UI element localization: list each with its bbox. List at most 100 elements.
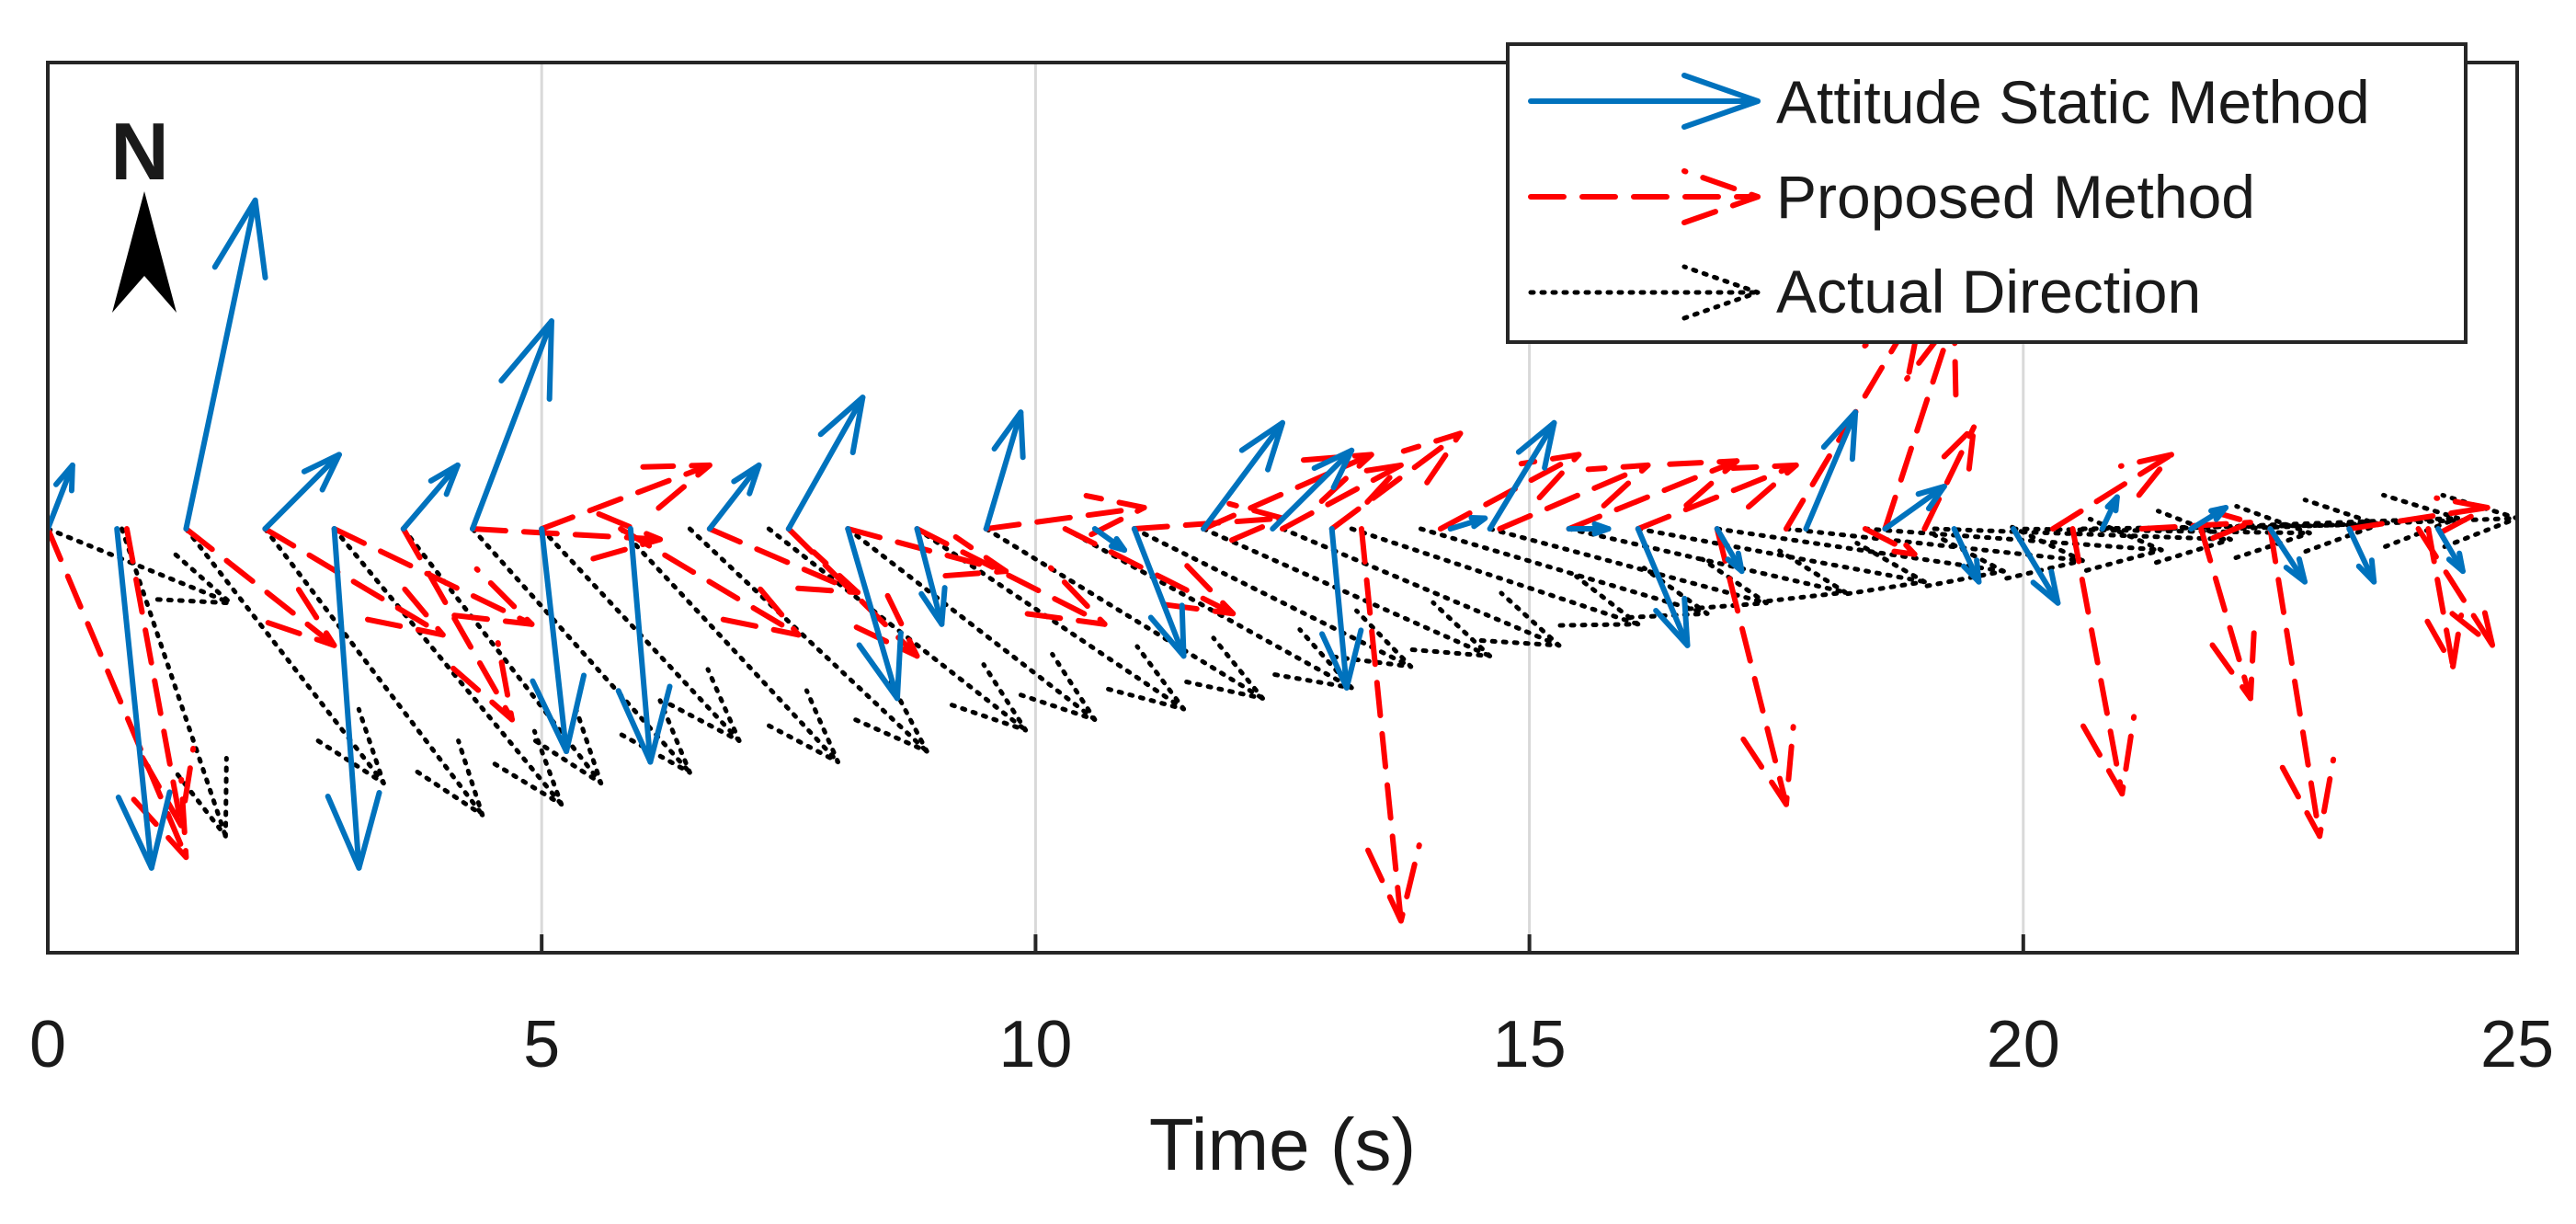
actual-direction-arrow-17: [1280, 526, 1562, 648]
actual-direction-arrow-15: [1132, 526, 1414, 669]
attitude-static-method-arrow-9: [706, 462, 762, 532]
proposed-method-arrow-24: [1714, 526, 1796, 807]
actual-direction-arrow-11: [845, 526, 1098, 722]
proposed-method-arrow-13: [983, 493, 1147, 538]
attitude-static-method-arrow-28: [2099, 494, 2120, 532]
north-compass: N: [110, 106, 177, 313]
proposed-method-arrow-1: [123, 526, 197, 829]
north-arrow-icon: [112, 191, 177, 313]
actual-direction-arrow-3: [262, 526, 485, 818]
legend-arrow-0: [1528, 73, 1761, 130]
actual-direction-arrow-23: [1715, 526, 2006, 589]
actual-direction-arrow-18: [1349, 526, 1641, 628]
actual-direction-arrow-24: [1784, 524, 2085, 581]
proposed-method-arrow-7: [539, 462, 712, 532]
proposed-method-arrow-12: [914, 526, 1108, 627]
proposed-method-arrow-3: [262, 526, 446, 638]
proposed-method-arrow-9: [706, 526, 861, 596]
x-tick-label-15: 15: [1493, 1008, 1567, 1081]
attitude-static-method-arrow-18: [1319, 526, 1364, 691]
attitude-static-method-arrow-10: [785, 395, 866, 532]
attitude-static-method-arrow-7: [530, 526, 587, 755]
proposed-method-arrow-2: [183, 526, 337, 648]
proposed-method-arrow-17: [1280, 462, 1404, 532]
proposed-method-arrow-28: [1921, 424, 1978, 532]
attitude-static-method-arrow-23: [1714, 526, 1745, 575]
actual-direction-arrow-4: [332, 526, 564, 807]
attitude-static-method-arrow-2: [183, 197, 268, 532]
actual-direction-arrow-25: [1863, 516, 2164, 573]
x-axis-ticks: 0 5 10 15 20 25: [29, 934, 2554, 1081]
actual-direction-arrow-8: [618, 526, 841, 765]
attitude-static-method-arrow-3: [262, 452, 342, 532]
attitude-static-method-arrow-0: [48, 462, 75, 532]
actual-direction-arrow-1: [120, 526, 229, 839]
plot-frame: [46, 61, 2519, 955]
x-tick-label-25: 25: [2480, 1008, 2554, 1081]
actual-direction-arrow-20: [1487, 526, 1769, 612]
proposed-method-arrow-0: [48, 526, 189, 861]
proposed-method-arrow-19: [1358, 526, 1422, 924]
attitude-static-method-arrow-19: [1447, 514, 1488, 532]
attitude-static-method-arrow-16: [1201, 419, 1285, 532]
actual-direction-arrow-0: [48, 526, 234, 606]
attitude-static-method-arrow-17: [1270, 447, 1355, 532]
proposed-method-arrow-36: [2415, 526, 2496, 648]
proposed-method-arrow-32: [2198, 526, 2257, 702]
attitude-static-method-arrow-11: [845, 526, 904, 702]
legend: Attitude Static Method Proposed Method A…: [1506, 42, 2468, 344]
attitude-static-method-arrow-22: [1635, 526, 1691, 648]
proposed-method-arrow-30: [2069, 526, 2137, 797]
actual-direction-arrow-13: [984, 526, 1266, 701]
legend-swatch-proposed-method: [1528, 168, 1761, 225]
compass-label: N: [110, 106, 169, 197]
attitude-static-method-arrow-5: [400, 462, 461, 532]
proposed-method-arrow-18: [1328, 430, 1464, 532]
actual-direction-arrow-9: [687, 526, 929, 754]
attitude-static-method-arrow-30: [2267, 526, 2308, 585]
legend-label-actual-direction: Actual Direction: [1776, 257, 2201, 326]
x-tick-label-10: 10: [998, 1008, 1072, 1081]
proposed-method-arrow-33: [2267, 526, 2337, 840]
x-tick-label-0: 0: [29, 1008, 66, 1081]
actual-direction-arrow-19: [1418, 526, 1710, 620]
actual-direction-arrow-26: [1932, 509, 2233, 566]
attitude-static-method-arrow-15: [1131, 526, 1187, 659]
proposed-method-arrow-23: [1635, 462, 1799, 532]
attitude-static-method-arrow-4: [325, 526, 382, 871]
legend-swatch-attitude-static-method: [1528, 73, 1761, 130]
legend-swatch-actual-direction: [1528, 264, 1761, 321]
proposed-method-arrow-8: [618, 526, 802, 638]
proposed-method-arrow-11: [845, 526, 1009, 579]
proposed-method-arrow-27: [1862, 526, 1918, 557]
attitude-static-method-arrow-1: [114, 526, 173, 871]
attitude-static-method-arrow-21: [1566, 520, 1612, 537]
arrow-layer: [48, 197, 2517, 924]
actual-direction-arrow-22: [1636, 526, 1927, 597]
attitude-static-method-arrow-32: [2435, 526, 2466, 575]
actual-direction-arrow-10: [766, 526, 1029, 733]
legend-arrow-2: [1528, 264, 1761, 321]
actual-direction-arrow-21: [1567, 526, 1848, 604]
legend-label-proposed-method: Proposed Method: [1776, 163, 2255, 231]
attitude-static-method-arrow-24: [1803, 409, 1859, 532]
attitude-static-method-arrow-20: [1487, 419, 1557, 532]
legend-label-attitude-static-method: Attitude Static Method: [1776, 68, 2370, 136]
proposed-method-arrow-21: [1497, 462, 1651, 532]
attitude-static-method-arrow-25: [1882, 483, 1947, 532]
proposed-method-arrow-29: [2050, 452, 2174, 532]
attitude-static-method-arrow-13: [983, 409, 1026, 532]
attitude-static-method-arrow-8: [615, 526, 673, 765]
attitude-static-method-arrow-31: [2346, 526, 2377, 585]
actual-direction-arrow-16: [1201, 526, 1493, 658]
attitude-static-method-arrow-26: [1951, 526, 1982, 585]
x-tick-label-5: 5: [523, 1008, 560, 1081]
proposed-method-arrow-14: [1062, 526, 1237, 617]
attitude-static-method-arrow-12: [914, 526, 948, 627]
attitude-static-method-arrow-14: [1091, 526, 1128, 554]
attitude-static-method-arrow-6: [469, 318, 554, 532]
proposed-method-arrow-5: [400, 526, 515, 723]
legend-arrow-1: [1528, 168, 1761, 225]
attitude-static-method-arrow-27: [2011, 526, 2061, 606]
